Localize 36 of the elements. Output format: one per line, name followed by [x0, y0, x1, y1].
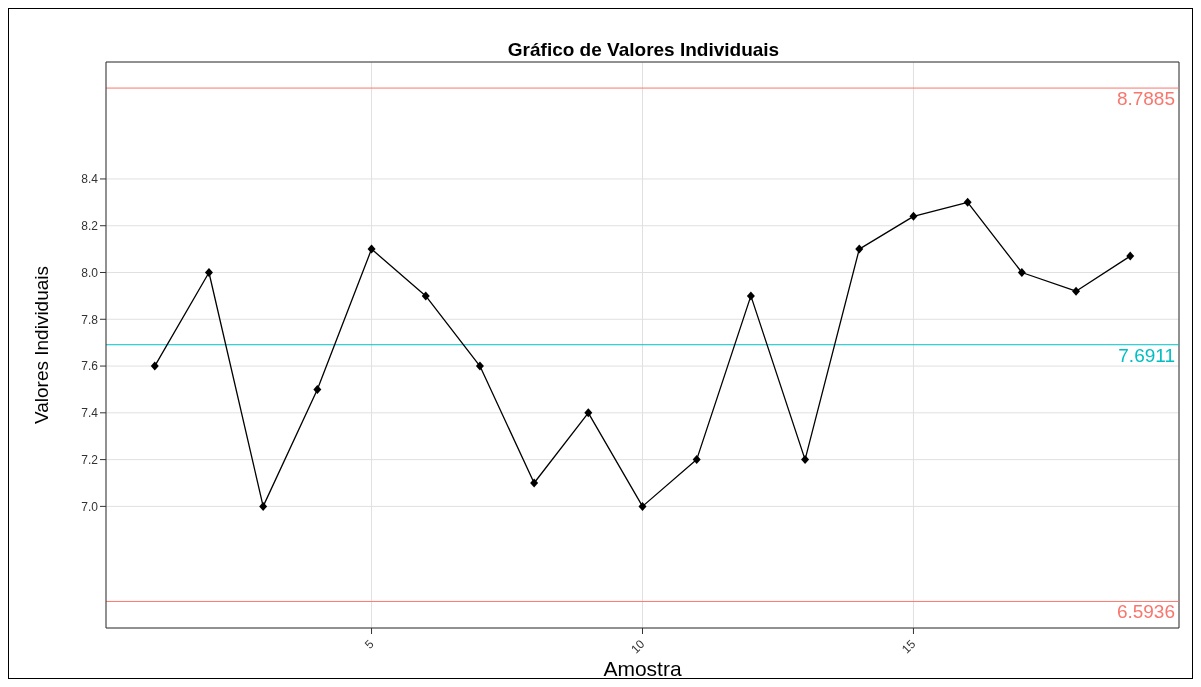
y-tick-label: 8.4 — [81, 172, 99, 187]
ref-line-label: 7.6911 — [1118, 344, 1175, 366]
point — [475, 361, 484, 371]
y-tick-label: 7.2 — [81, 452, 99, 467]
chart-title: Gráfico de Valores Individuais — [506, 39, 781, 61]
y-tick-label: 8.2 — [81, 218, 99, 233]
point — [367, 244, 376, 254]
point — [421, 291, 430, 301]
ref-line-label: 6.5936 — [1116, 601, 1175, 623]
point — [638, 501, 647, 511]
ref-line-label: 8.7885 — [1116, 88, 1175, 110]
x-tick-label: 5 — [361, 636, 377, 652]
point — [692, 455, 701, 465]
point — [584, 408, 593, 418]
y-axis-title: Valores Individuais — [30, 265, 52, 425]
point — [1126, 251, 1135, 261]
point — [963, 197, 972, 207]
x-tick-label: 10 — [628, 636, 648, 657]
point — [259, 501, 268, 511]
point — [204, 268, 213, 277]
y-tick-label: 8.0 — [81, 265, 99, 280]
point — [313, 384, 322, 394]
point — [150, 361, 159, 371]
point — [746, 291, 755, 301]
y-tick-label: 7.8 — [81, 312, 99, 327]
x-axis-title: Amostra — [603, 657, 682, 680]
point — [1017, 268, 1026, 277]
point — [909, 211, 918, 221]
y-tick-label: 7.4 — [81, 406, 99, 421]
point — [1072, 286, 1081, 296]
x-tick-label: 15 — [899, 636, 919, 657]
point — [530, 478, 539, 488]
point — [801, 455, 810, 465]
y-tick-label: 7.6 — [81, 359, 99, 374]
y-tick-label: 7.0 — [81, 499, 99, 514]
point — [855, 244, 864, 254]
